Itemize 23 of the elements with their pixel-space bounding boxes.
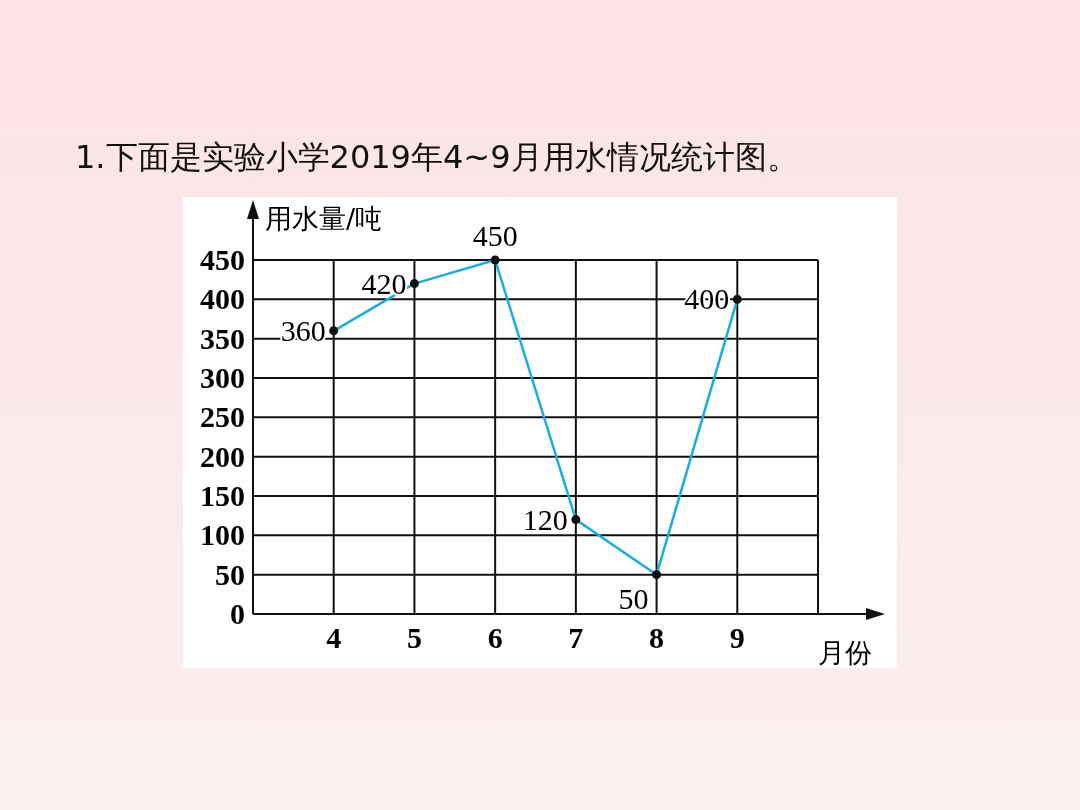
y-tick-label: 300 bbox=[200, 361, 245, 394]
y-tick-label: 350 bbox=[200, 321, 245, 355]
y-tick-label: 100 bbox=[200, 518, 245, 552]
data-label: 50 bbox=[618, 581, 649, 615]
data-label: 120 bbox=[522, 502, 568, 536]
x-tick-label: 5 bbox=[406, 621, 422, 654]
data-label: 420 bbox=[361, 266, 407, 300]
y-tick-label: 150 bbox=[200, 479, 245, 512]
y-tick-label: 450 bbox=[200, 243, 245, 276]
x-axis-title: 月份 bbox=[818, 637, 872, 668]
x-tick-label: 6 bbox=[487, 621, 503, 654]
x-tick-label: 8 bbox=[649, 621, 665, 654]
y-tick-label: 0 bbox=[230, 597, 245, 630]
y-tick-label: 200 bbox=[200, 439, 245, 473]
x-tick-label: 4 bbox=[326, 621, 342, 654]
chart-title: 1.下面是实验小学2019年4~9月用水情况统计图。 bbox=[75, 138, 799, 176]
y-tick-label: 50 bbox=[215, 557, 245, 591]
x-tick-label: 7 bbox=[568, 621, 584, 654]
data-label: 450 bbox=[472, 219, 518, 252]
y-axis-title: 用水量/吨 bbox=[265, 203, 383, 234]
y-tick-label: 250 bbox=[200, 400, 245, 434]
x-tick-label: 9 bbox=[729, 621, 745, 654]
y-tick-label: 400 bbox=[200, 282, 245, 316]
